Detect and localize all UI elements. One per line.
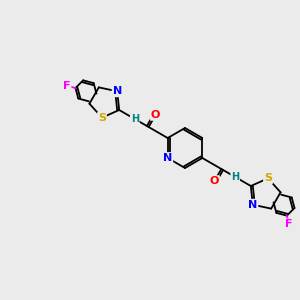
Text: O: O (210, 176, 219, 186)
Text: N: N (248, 200, 257, 210)
Text: S: S (264, 173, 272, 183)
Text: H: H (231, 172, 239, 182)
Text: H: H (131, 114, 139, 124)
Text: F: F (285, 219, 293, 230)
Text: N: N (163, 153, 172, 163)
Text: S: S (98, 113, 106, 123)
Text: O: O (151, 110, 160, 120)
Text: F: F (63, 81, 70, 91)
Text: N: N (112, 86, 122, 96)
